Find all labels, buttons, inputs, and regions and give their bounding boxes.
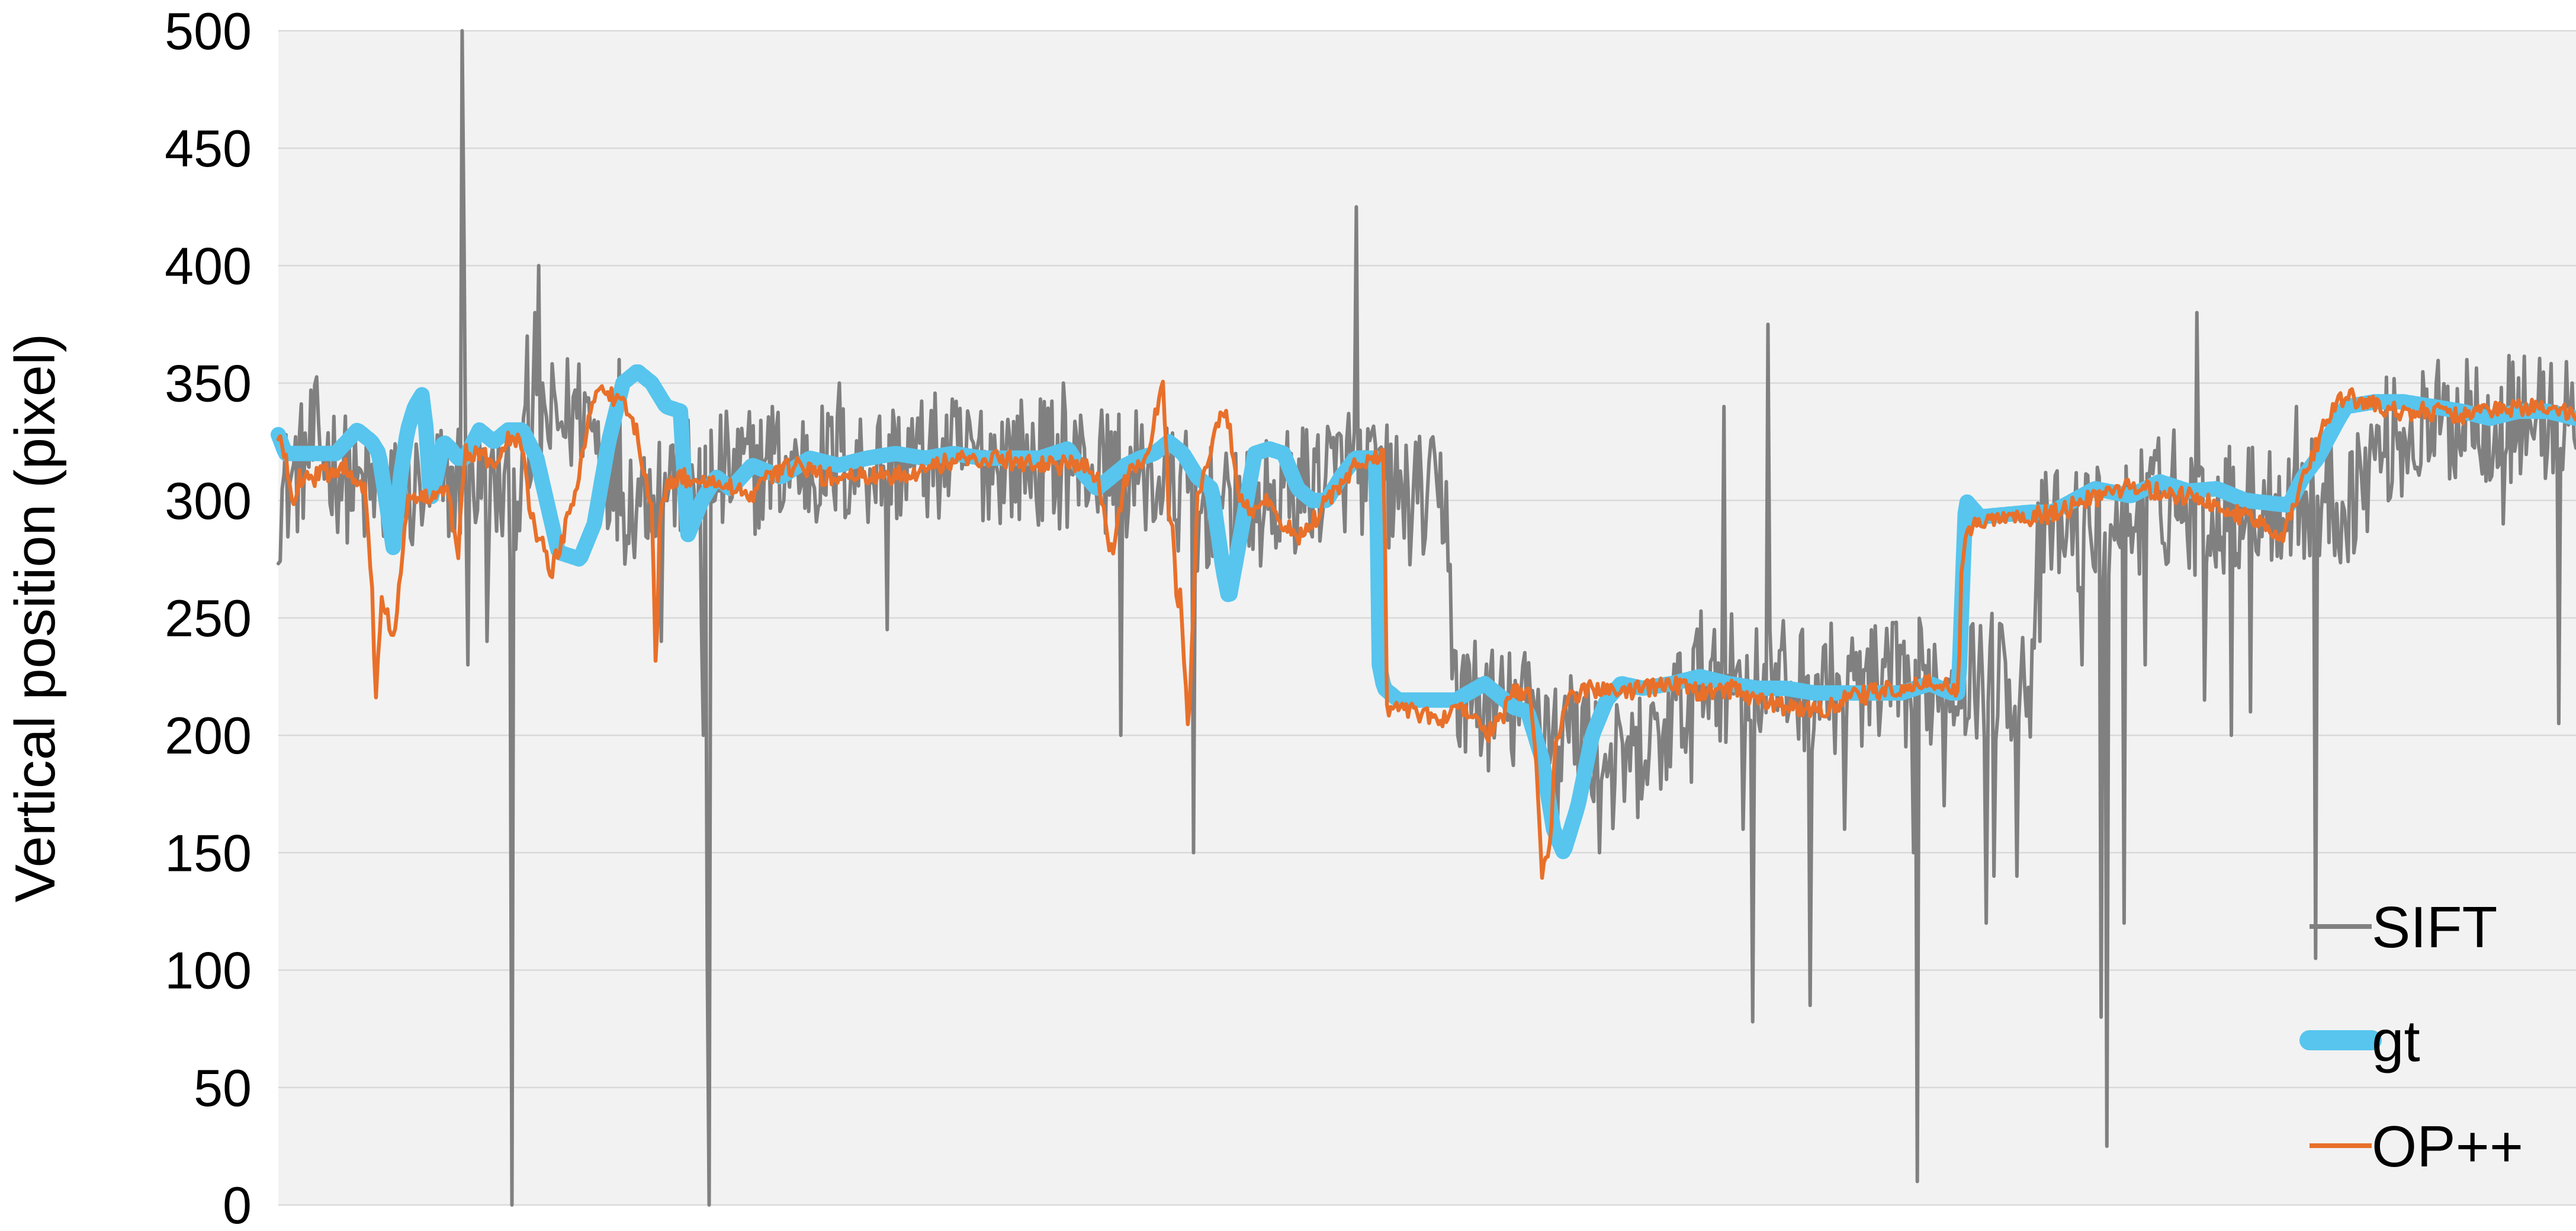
legend-label: SIFT (2372, 895, 2497, 960)
y-tick-label: 450 (165, 119, 252, 178)
legend-label: gt (2372, 1008, 2420, 1073)
y-axis-ticks: 0 50 100 150 200 250 300 350 400 450 500 (165, 2, 252, 1231)
series-line-sift (277, 29, 2576, 1207)
series-lines (271, 29, 2576, 1207)
y-tick-label: 400 (165, 236, 252, 295)
y-tick-label: 0 (223, 1176, 252, 1231)
legend: SIFT gt OP++ (2299, 895, 2523, 1179)
y-axis-title: Vertical position (pixel) (4, 334, 67, 902)
y-tick-label: 500 (165, 2, 252, 60)
series-line-gt (271, 364, 2576, 860)
y-tick-label: 350 (165, 354, 252, 413)
y-tick-label: 300 (165, 472, 252, 530)
y-tick-label: 250 (165, 589, 252, 647)
series-line-op- (276, 379, 2576, 880)
y-tick-label: 150 (165, 823, 252, 882)
y-tick-label: 50 (194, 1059, 252, 1117)
legend-label: OP++ (2372, 1114, 2523, 1179)
y-tick-label: 200 (165, 706, 252, 765)
y-tick-label: 100 (165, 941, 252, 1000)
gridlines (278, 30, 2576, 1206)
